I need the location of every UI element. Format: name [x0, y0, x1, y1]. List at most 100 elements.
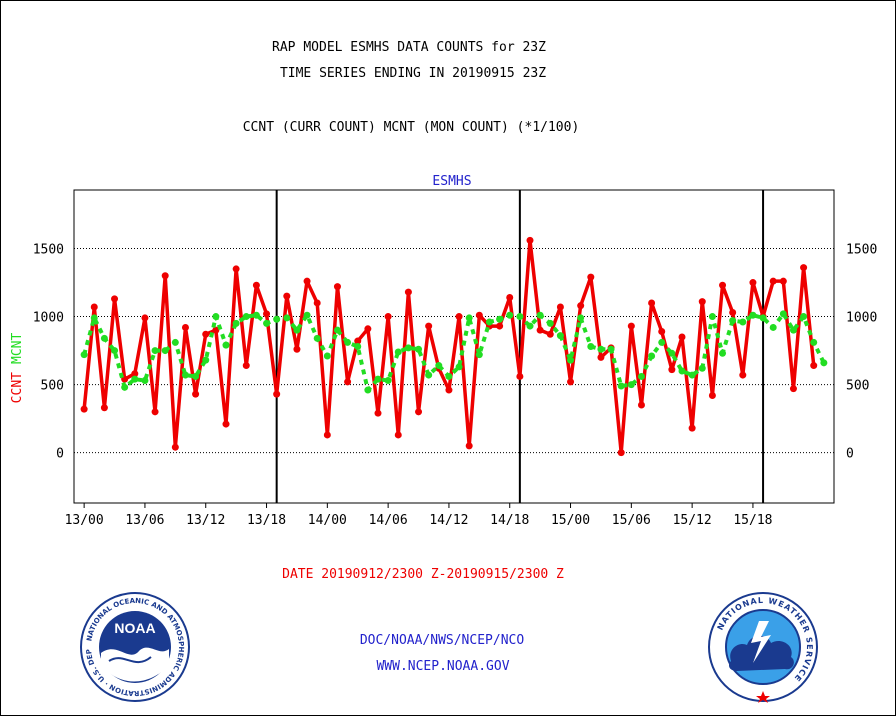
data-point-mcnt [344, 338, 352, 346]
data-point-ccnt [688, 424, 696, 432]
x-tick-label: 13/12 [186, 513, 225, 528]
y-tick-label-left: 1000 [33, 311, 64, 326]
nws-logo: NATIONAL WEATHER SERVICE [708, 592, 818, 703]
data-point-ccnt [769, 277, 777, 285]
data-point-ccnt [293, 345, 301, 353]
data-point-ccnt [739, 371, 747, 379]
y-tick-label-right: 1000 [846, 311, 877, 326]
data-point-ccnt [546, 330, 554, 338]
data-point-mcnt [354, 343, 362, 350]
data-point-mcnt [496, 315, 504, 323]
data-point-mcnt [313, 334, 321, 342]
series-line-ccnt [82, 238, 816, 455]
data-point-ccnt [364, 325, 372, 333]
y-tick-label-right: 1500 [846, 243, 877, 258]
y-axis-label: CCNT MCNT [10, 333, 25, 404]
data-point-mcnt [303, 311, 311, 319]
data-point-ccnt [637, 401, 645, 409]
x-tick-label: 15/06 [612, 513, 651, 528]
data-point-mcnt [374, 375, 382, 383]
data-point-mcnt [506, 311, 514, 319]
data-point-ccnt [344, 378, 352, 386]
y-label-mcnt: MCNT [10, 333, 25, 364]
data-point-ccnt [729, 308, 737, 316]
data-point-ccnt [719, 281, 727, 289]
data-point-mcnt [485, 318, 493, 326]
data-point-mcnt [333, 326, 341, 334]
date-range-label: DATE 20190912/2300 Z-20190915/2300 Z [282, 567, 564, 582]
data-point-ccnt [668, 366, 676, 374]
data-point-ccnt [273, 390, 281, 398]
data-point-mcnt [759, 314, 767, 322]
x-tick-label: 15/00 [551, 513, 590, 528]
data-point-ccnt [465, 442, 473, 450]
data-point-mcnt [668, 349, 676, 357]
data-point-mcnt [404, 344, 412, 352]
data-point-ccnt [810, 362, 818, 370]
data-point-ccnt [404, 288, 412, 296]
plot-frame [73, 189, 835, 504]
data-point-mcnt [810, 338, 818, 346]
data-point-mcnt [455, 363, 463, 371]
data-point-mcnt [90, 314, 98, 322]
data-point-ccnt [698, 298, 706, 306]
data-point-ccnt [202, 330, 210, 338]
data-point-ccnt [658, 328, 666, 336]
data-point-ccnt [789, 385, 797, 393]
data-point-ccnt [779, 277, 787, 285]
series-line-mcnt [82, 311, 826, 393]
data-point-mcnt [435, 362, 443, 370]
data-point-mcnt [212, 313, 220, 321]
data-point-mcnt [516, 313, 524, 321]
data-point-ccnt [627, 322, 635, 330]
data-point-ccnt [111, 295, 119, 303]
data-point-ccnt [192, 390, 200, 398]
axis-layer: 0 0 500 500 1000 1000 1500 1500 13/00 13/06 13/12 1… [33, 243, 878, 528]
data-point-ccnt [597, 353, 605, 361]
data-point-mcnt [242, 313, 250, 321]
data-point-mcnt [789, 326, 797, 334]
data-point-mcnt [161, 347, 169, 355]
data-point-ccnt [232, 265, 240, 273]
data-point-mcnt [293, 326, 301, 334]
data-point-mcnt [627, 381, 635, 389]
data-point-mcnt [252, 311, 260, 319]
y-tick-label-left: 1500 [33, 243, 64, 258]
chart-title-line1: RAP MODEL ESMHS DATA COUNTS for 23Z [272, 40, 546, 55]
data-point-mcnt [151, 347, 159, 355]
data-point-ccnt [536, 326, 544, 334]
data-point-mcnt [415, 345, 423, 353]
data-point-ccnt [161, 272, 169, 280]
data-point-ccnt [131, 370, 139, 378]
data-point-mcnt [607, 345, 615, 353]
data-point-mcnt [222, 341, 230, 349]
y-label-ccnt: CCNT [10, 372, 25, 403]
data-point-mcnt [141, 377, 149, 385]
data-point-mcnt [384, 377, 392, 385]
data-point-mcnt [678, 367, 686, 375]
series-layer [80, 236, 828, 457]
data-point-mcnt [100, 334, 108, 342]
data-point-mcnt [587, 343, 595, 350]
data-point-mcnt [546, 319, 554, 327]
data-point-mcnt [121, 383, 129, 391]
data-point-ccnt [425, 322, 433, 330]
data-point-ccnt [212, 326, 220, 334]
data-point-ccnt [708, 391, 716, 399]
x-tick-label: 13/18 [247, 513, 286, 528]
data-point-mcnt [283, 314, 291, 322]
data-point-ccnt [678, 333, 686, 341]
x-tick-label: 14/06 [369, 513, 408, 528]
data-point-ccnt [800, 264, 808, 272]
data-point-mcnt [536, 311, 544, 319]
chart-legend-line: CCNT (CURR COUNT) MCNT (MON COUNT) (*1/1… [242, 120, 580, 135]
url-line: WWW.NCEP.NOAA.GOV [376, 659, 510, 674]
data-point-ccnt [556, 303, 564, 311]
chart-subtitle: ESMHS [432, 174, 471, 189]
data-point-mcnt [445, 372, 453, 380]
data-point-mcnt [820, 359, 828, 367]
data-point-mcnt [800, 313, 808, 321]
y-tick-label-right: 500 [846, 379, 869, 394]
data-point-mcnt [323, 352, 331, 360]
data-point-mcnt [232, 319, 240, 327]
